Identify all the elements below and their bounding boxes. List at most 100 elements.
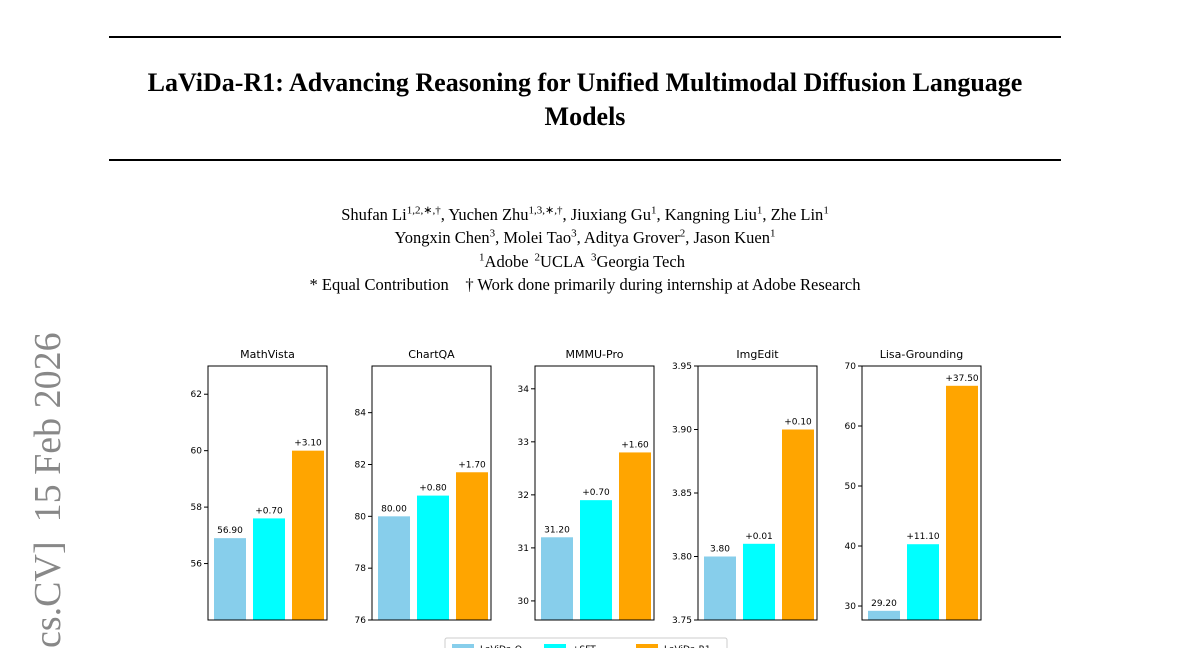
y-tick-label: 60 [191,447,203,457]
y-tick-label: 60 [845,422,857,432]
author-mark: 1 [756,204,763,216]
bar-annotation: +1.70 [458,460,486,470]
author-mark: 1,2,∗,† [406,204,441,216]
y-tick-label: 3.90 [672,426,692,436]
author-mark: 1 [650,204,657,216]
bar-annotation: +0.80 [419,484,447,494]
y-tick-label: 40 [845,542,857,552]
y-tick-label: 3.75 [672,616,692,626]
bar [541,537,573,620]
bar-annotation: 29.20 [871,599,897,609]
author-line: Yongxin Chen3Molei Tao3Aditya Grover2Jas… [0,227,1170,248]
bottom-rule [109,159,1061,161]
y-tick-label: 80 [355,512,367,522]
legend-label: +SFT [572,645,596,648]
bar-annotation: +0.10 [784,418,812,428]
author: Molei Tao3 [503,227,584,247]
bar [946,385,978,620]
y-tick-label: 3.80 [672,553,692,563]
affiliation-name: UCLA [540,251,585,271]
y-tick-label: 3.85 [672,489,692,499]
bar-annotation: 3.80 [710,545,730,555]
author: Shufan Li1,2,∗,† [341,204,448,224]
y-tick-label: 56 [191,560,203,570]
bar [292,450,324,620]
y-tick-label: 33 [518,438,529,448]
author-mark: 2 [679,227,686,239]
author-name: Molei Tao [503,227,572,247]
author-name: Shufan Li [341,204,407,224]
y-tick-label: 3.95 [672,362,692,372]
author: Jiuxiang Gu1 [571,204,665,224]
bar [378,516,410,620]
note: * Equal Contribution [309,275,449,294]
author-name: Kangning Liu [664,204,757,224]
author: Jason Kuen1 [693,227,776,247]
author: Kangning Liu1 [664,204,771,224]
y-tick-label: 62 [191,390,202,400]
plot-frame [534,365,655,621]
author-mark: 1 [823,204,829,216]
bar [704,556,736,620]
y-tick-label: 70 [845,362,857,372]
bar [868,610,900,620]
bar-annotation: +0.01 [745,532,773,542]
bar-annotation: +11.10 [906,532,940,542]
bar-annotation: +0.70 [582,488,610,498]
y-tick-label: 58 [191,503,203,513]
y-tick-label: 78 [355,564,367,574]
y-tick-label: 34 [518,385,530,395]
author-mark: 3 [489,227,496,239]
legend-label: LaViDa-O [480,645,522,648]
affiliation-name: Adobe [484,251,529,271]
bar-annotation: +0.70 [255,506,283,516]
paper-title: LaViDa-R1: Advancing Reasoning for Unifi… [147,68,1023,131]
y-tick-label: 50 [845,482,857,492]
affiliation: 2UCLA [534,251,585,271]
author-mark: 1,3,∗,† [528,204,563,216]
author-name: Aditya Grover [583,227,680,247]
bar [743,543,775,620]
bar [456,472,488,620]
bar [214,538,246,620]
y-tick-label: 32 [518,491,529,501]
y-tick-label: 31 [518,544,529,554]
affiliation-mark: 1 [479,251,485,263]
author-name: Jason Kuen [693,227,770,247]
author: Yuchen Zhu1,3,∗,† [448,204,570,224]
bar [417,495,449,620]
top-rule [109,36,1061,38]
y-tick-label: 82 [355,460,366,470]
author: Aditya Grover2 [583,227,694,247]
affiliation-name: Georgia Tech [596,251,685,271]
affiliation-mark: 2 [534,251,541,263]
affiliations: 1Adobe 2UCLA 3Georgia Tech [0,251,1170,272]
note: † Work done primarily during internship … [465,275,861,294]
bar [907,544,939,620]
bar-annotation: 31.20 [544,525,570,535]
plot-frame [697,365,818,621]
bar [619,452,651,620]
chart-title: ChartQA [408,348,455,361]
author-mark: 1 [769,227,776,239]
plot-frame [207,365,328,621]
author-name: Yuchen Zhu [448,204,529,224]
affiliation-mark: 3 [590,251,597,263]
y-tick-label: 30 [518,597,530,607]
bar [253,518,285,620]
chart-title: ImgEdit [736,348,779,361]
y-tick-label: 76 [355,616,367,626]
legend-swatch [636,644,658,648]
plot-frame [861,365,982,621]
bar [580,500,612,620]
bar-annotation: 56.90 [217,526,243,536]
affiliation: 3Georgia Tech [590,251,685,271]
y-tick-label: 30 [845,602,857,612]
bar-annotation: 80.00 [381,504,407,514]
author-name: Yongxin Chen [394,227,490,247]
bar [782,429,814,620]
chart-title: Lisa-Grounding [880,348,964,361]
author: Yongxin Chen3 [394,227,504,247]
